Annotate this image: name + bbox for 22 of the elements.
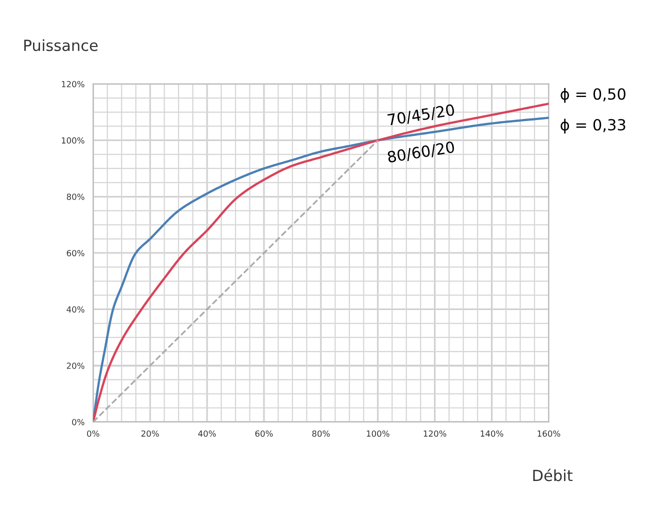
annotation: 70/45/20 [387,104,455,127]
y-axis-title: Puissance [24,39,98,52]
y-tick-label: 20% [66,362,84,369]
x-tick-label: 100% [366,430,390,437]
x-tick-label: 40% [198,430,216,437]
x-tick-label: 60% [255,430,273,437]
x-tick-label: 80% [312,430,330,437]
y-tick-label: 40% [66,306,84,313]
x-tick-label: 160% [538,430,560,437]
x-tick-label: 140% [480,430,504,437]
x-tick-label: 20% [141,430,159,437]
y-tick-label: 120% [62,80,84,88]
y-tick-label: 0% [72,418,84,426]
series-label: ϕ = 0,33 [560,118,626,134]
y-tick-label: 60% [66,250,84,256]
y-tick-label: 80% [66,194,84,200]
y-tick-label: 100% [62,137,84,144]
x-axis-title: Débit [533,468,572,482]
x-tick-label: 120% [424,430,446,437]
series-label: ϕ = 0,50 [560,88,626,103]
x-tick-label: 0% [87,430,100,437]
annotation: 80/60/20 [387,141,455,164]
